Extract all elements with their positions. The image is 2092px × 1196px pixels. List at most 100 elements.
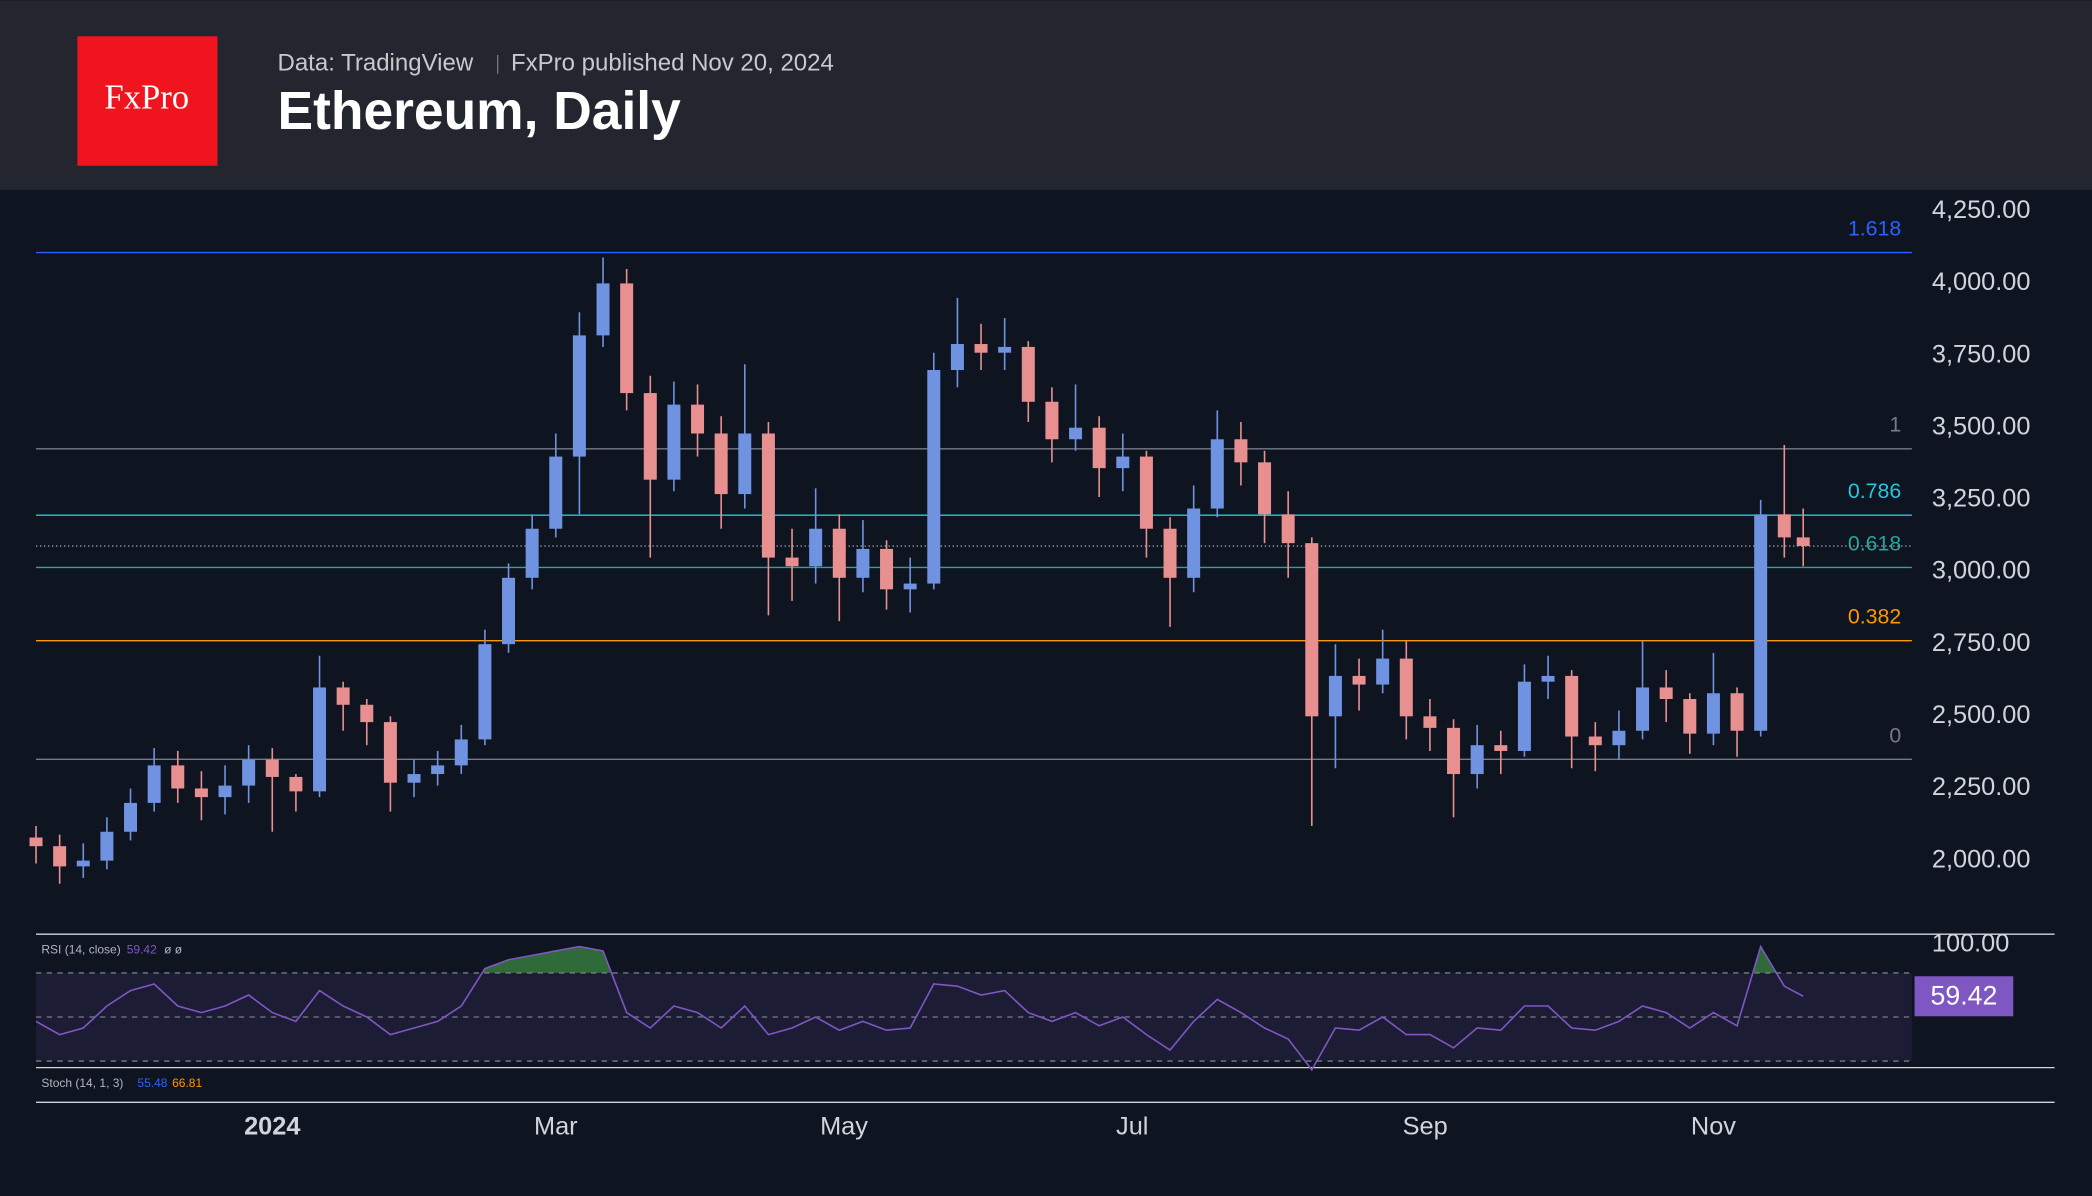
candle-body xyxy=(360,704,374,723)
candle-body xyxy=(1116,456,1130,469)
candle-body xyxy=(454,739,468,766)
candle-body xyxy=(100,831,114,861)
candle-body xyxy=(785,557,799,567)
fib-label: 0.786 xyxy=(1848,479,1901,503)
x-tick-label: 2024 xyxy=(244,1112,300,1140)
candle-body xyxy=(1517,681,1531,751)
rsi-extra: ø ø xyxy=(164,942,183,956)
candle-body xyxy=(1612,730,1626,746)
published: FxPro published Nov 20, 2024 xyxy=(511,50,834,77)
candle-body xyxy=(1730,693,1744,731)
candle-body xyxy=(1494,745,1508,751)
brand: FxPro xyxy=(104,77,189,116)
candle-body xyxy=(1754,514,1768,731)
candle-body xyxy=(832,528,846,578)
candle-body xyxy=(1777,514,1791,538)
candle-body xyxy=(1470,745,1484,775)
candle-body xyxy=(856,548,870,578)
y-tick-label: 2,000.00 xyxy=(1932,845,2031,873)
y-tick-label: 4,000.00 xyxy=(1932,268,2031,296)
candle-body xyxy=(431,765,445,775)
rsi-badge xyxy=(1914,976,2014,1017)
candle-body xyxy=(620,283,634,394)
candle-body xyxy=(691,404,705,434)
y-tick-label: 3,750.00 xyxy=(1932,340,2031,368)
candle-body xyxy=(1659,687,1673,700)
candle-body xyxy=(194,788,208,798)
candle-body xyxy=(1234,439,1248,463)
logo xyxy=(77,36,218,166)
source: Data: TradingView xyxy=(278,50,474,77)
stoch-k: 55.48 xyxy=(137,1076,167,1090)
candle-body xyxy=(383,722,397,783)
chart-title: Ethereum, Daily xyxy=(278,82,682,141)
candle-body xyxy=(1021,346,1035,402)
candle-body xyxy=(1352,675,1366,685)
candle-body xyxy=(1328,675,1342,717)
x-tick-label: Jul xyxy=(1116,1112,1148,1140)
candle-body xyxy=(502,577,516,645)
candle-body xyxy=(336,687,350,705)
fib-label: 1.618 xyxy=(1848,217,1901,241)
candle-body xyxy=(572,335,586,457)
x-tick-label: Nov xyxy=(1691,1112,1736,1140)
rsi-top-tick: 100.00 xyxy=(1932,930,2009,958)
y-tick-label: 4,250.00 xyxy=(1932,196,2031,224)
candle-body xyxy=(76,860,90,867)
candle-body xyxy=(950,344,964,371)
rsi-label: RSI (14, close) xyxy=(41,942,120,956)
stoch-label: Stoch (14, 1, 3) xyxy=(41,1076,123,1090)
stoch-d: 66.81 xyxy=(172,1076,202,1090)
candle-body xyxy=(1187,508,1201,578)
candle-body xyxy=(761,433,775,558)
candle-body xyxy=(1683,699,1697,734)
fib-label: 0.618 xyxy=(1848,531,1901,555)
y-tick-label: 3,000.00 xyxy=(1932,557,2031,585)
rsi-line xyxy=(35,944,1804,1072)
y-tick-label: 2,500.00 xyxy=(1932,701,2031,729)
candle-body xyxy=(1588,736,1602,746)
candle-body xyxy=(1423,716,1437,728)
candle-body xyxy=(998,346,1012,353)
candle-body xyxy=(218,785,232,798)
candle-body xyxy=(549,456,563,529)
candle-body xyxy=(265,759,279,777)
candle-body xyxy=(1092,427,1106,469)
candle-body xyxy=(738,433,752,495)
rsi-value: 59.42 xyxy=(127,942,157,956)
candle-body xyxy=(1376,658,1390,685)
fib-label: 0.382 xyxy=(1848,605,1901,629)
candle-body xyxy=(124,802,138,832)
candle-body xyxy=(1541,675,1555,682)
candle-body xyxy=(1565,675,1579,737)
candle-body xyxy=(974,344,988,353)
candle-body xyxy=(1305,543,1319,717)
y-tick-label: 3,500.00 xyxy=(1932,412,2031,440)
fib-label: 0 xyxy=(1889,723,1901,747)
candle-body xyxy=(1796,537,1810,547)
candle-body xyxy=(478,644,492,740)
y-tick-label: 3,250.00 xyxy=(1932,485,2031,513)
header xyxy=(0,0,2092,190)
candle-body xyxy=(242,759,256,786)
candle-body xyxy=(1706,693,1720,734)
candle-body xyxy=(643,393,657,480)
candle-body xyxy=(1281,514,1295,544)
fib-label: 1 xyxy=(1889,413,1901,437)
candle-body xyxy=(1069,427,1083,440)
candle-body xyxy=(29,837,43,847)
candle-body xyxy=(289,776,303,792)
rsi-badge-label: 59.42 xyxy=(1931,981,1998,1011)
candle-body xyxy=(407,774,421,783)
candle-body xyxy=(313,687,327,792)
candle-body xyxy=(1139,456,1153,529)
x-tick-label: May xyxy=(820,1112,868,1140)
candle-body xyxy=(147,765,161,803)
candle-body xyxy=(903,583,917,590)
candle-body xyxy=(525,528,539,578)
candle-body xyxy=(667,404,681,480)
candle-body xyxy=(1210,439,1224,509)
candle-body xyxy=(53,846,67,867)
